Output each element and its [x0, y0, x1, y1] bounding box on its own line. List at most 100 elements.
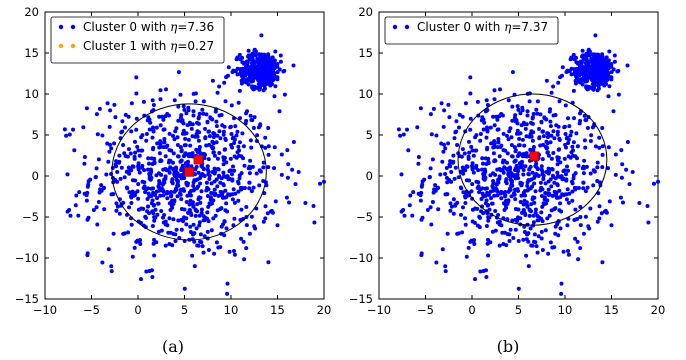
scatter-point [207, 134, 212, 139]
scatter-point [187, 152, 192, 156]
scatter-point [157, 151, 162, 156]
scatter-point [212, 187, 217, 192]
scatter-point [161, 193, 166, 198]
scatter-point [470, 161, 475, 166]
scatter-point [451, 153, 456, 158]
scatter-point [135, 144, 140, 149]
scatter-point [525, 183, 530, 188]
x-tick-label: 10 [224, 303, 239, 317]
scatter-point [150, 275, 155, 279]
scatter-point [563, 103, 568, 108]
cluster-center-marker [184, 167, 194, 177]
scatter-point [263, 64, 268, 69]
scatter-point [230, 172, 234, 177]
scatter-point [249, 69, 254, 74]
scatter-point [239, 171, 244, 176]
scatter-point [492, 88, 497, 93]
scatter-point [495, 193, 500, 198]
scatter-point [526, 172, 531, 177]
scatter-point [407, 203, 412, 208]
scatter-point [546, 251, 551, 256]
scatter-point [210, 78, 215, 83]
scatter-point [478, 187, 483, 192]
scatter-point [497, 222, 502, 227]
scatter-point [470, 167, 475, 172]
scatter-point [176, 154, 180, 159]
scatter-point [84, 198, 89, 203]
scatter-point [130, 254, 135, 259]
scatter-point [232, 200, 237, 205]
scatter-point [604, 55, 609, 60]
scatter-point [492, 139, 497, 144]
scatter-point [171, 217, 176, 222]
scatter-point [182, 188, 187, 193]
scatter-point [81, 125, 86, 130]
scatter-point [461, 205, 465, 210]
scatter-point [108, 108, 113, 113]
scatter-point [415, 125, 420, 130]
x-tick-label: 15 [604, 303, 619, 317]
scatter-point [158, 139, 163, 144]
scatter-point [154, 125, 159, 130]
scatter-point [597, 135, 602, 140]
scatter-point [484, 275, 489, 279]
scatter-point [230, 192, 235, 197]
scatter-point [500, 160, 505, 165]
scatter-point [187, 122, 192, 127]
scatter-point [62, 127, 67, 132]
scatter-point [582, 113, 587, 118]
scatter-point [207, 142, 212, 147]
scatter-point [162, 180, 166, 184]
scatter-point [536, 218, 541, 223]
scatter-point [258, 57, 263, 62]
scatter-point [244, 246, 249, 251]
scatter-point [535, 167, 540, 172]
scatter-point [597, 204, 602, 209]
scatter-point [210, 201, 214, 206]
scatter-point [190, 134, 195, 139]
scatter-point [150, 224, 155, 228]
scatter-point [581, 186, 586, 191]
scatter-point [609, 77, 614, 82]
legend-label: Cluster 1 with η=0.27 [83, 39, 214, 53]
scatter-point [484, 162, 489, 166]
scatter-point [529, 202, 534, 207]
scatter-point [126, 165, 131, 170]
scatter-point [604, 210, 609, 215]
legend-marker [70, 24, 76, 30]
scatter-point [496, 213, 501, 217]
scatter-point [547, 213, 552, 218]
scatter-point [162, 137, 167, 141]
scatter-point [162, 140, 167, 145]
scatter-point [508, 166, 513, 171]
scatter-point [191, 113, 196, 118]
scatter-point [266, 55, 271, 60]
y-tick-label: −15 [15, 292, 39, 306]
scatter-point [275, 62, 280, 66]
scatter-point [503, 203, 508, 208]
scatter-point [553, 113, 558, 117]
scatter-point [563, 132, 568, 136]
scatter-point [219, 224, 224, 229]
scatter-point [93, 175, 98, 180]
scatter-point [408, 193, 413, 198]
scatter-point [558, 195, 563, 199]
scatter-point [145, 209, 150, 214]
scatter-point [234, 57, 239, 62]
scatter-point [278, 59, 283, 64]
scatter-point [182, 107, 187, 112]
scatter-point [522, 224, 527, 229]
legend-marker [58, 24, 64, 30]
scatter-point [619, 148, 624, 153]
scatter-point [495, 127, 500, 132]
y-tick-label: −5 [356, 210, 373, 224]
scatter-point [268, 81, 273, 86]
scatter-point [444, 192, 449, 197]
scatter-point [247, 171, 252, 176]
scatter-point [583, 214, 588, 219]
scatter-point [445, 180, 450, 185]
scatter-point [82, 155, 87, 159]
scatter-point [180, 163, 185, 168]
scatter-point [272, 145, 277, 150]
scatter-point [95, 132, 100, 137]
